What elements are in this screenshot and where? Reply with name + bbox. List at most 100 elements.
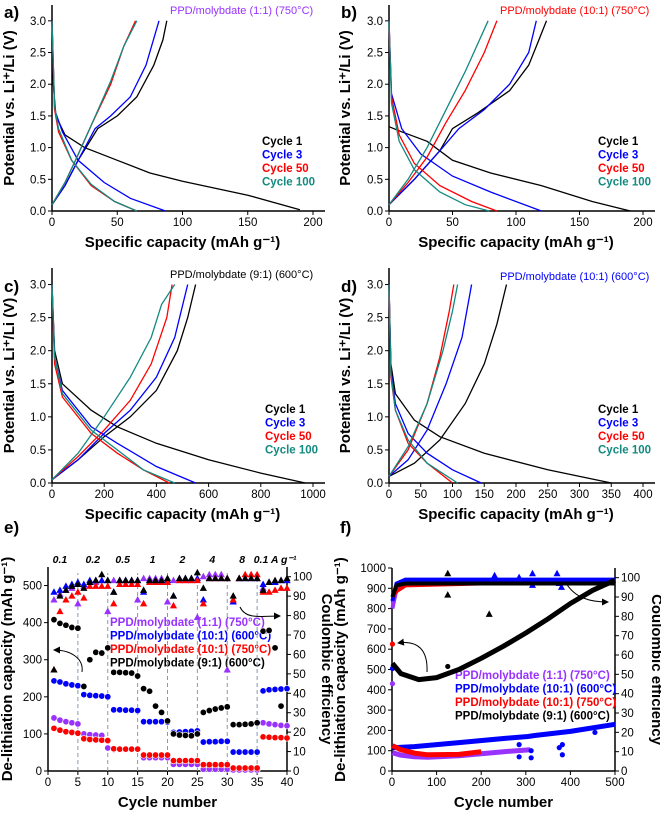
panel-d: d) PPD/molybdate (10:1) (600°C) 0 50 100 150 2… [337, 268, 655, 523]
capacity-point [247, 748, 255, 756]
charge-curve [388, 284, 473, 477]
ce-point [241, 574, 249, 582]
capacity-point [247, 720, 255, 728]
capacity-point [445, 663, 451, 670]
x-tick-label: 0 [389, 777, 395, 789]
capacity-point [158, 751, 166, 759]
charge-curve [51, 20, 138, 206]
capacity-point [181, 731, 189, 739]
x-tick-label: 400 [561, 777, 580, 789]
x-tick-label: 200 [472, 777, 491, 789]
y-right-tick-label: 100 [293, 572, 312, 584]
y-axis-title: Potential vs. Li⁺/Li (V) [337, 298, 354, 453]
capacity-point [241, 720, 249, 728]
ce-point [169, 592, 178, 599]
ce-point [163, 578, 172, 586]
ce-point [265, 578, 273, 586]
ce-point [175, 574, 184, 582]
ce-point [98, 576, 106, 584]
charge-curve [388, 20, 489, 206]
charge-curve [388, 20, 537, 206]
ce-point [62, 582, 70, 589]
capacity-point [152, 751, 160, 759]
ce-trace [390, 581, 482, 599]
capacity-point [68, 719, 76, 727]
y-axis-title: Potential vs. Li⁺/Li (V) [1, 30, 18, 185]
y-tick-label: 800 [367, 604, 386, 616]
x-tick-label: 35 [251, 777, 264, 789]
ce-point [140, 586, 148, 593]
capacity-point [62, 728, 70, 736]
capacity-point [62, 621, 70, 629]
legend-entry: Cycle 100 [262, 177, 315, 189]
capacity-point [592, 729, 598, 736]
x-tick-label: 100 [506, 217, 525, 229]
x-axis-title: Cycle number [454, 794, 553, 811]
x-tick-label: 5 [75, 777, 81, 789]
y-tick-label: 3.0 [30, 280, 46, 292]
y-right-tick-label: 50 [293, 669, 306, 681]
x-tick-label: 150 [570, 217, 589, 229]
panel-label: b) [341, 3, 357, 22]
capacity-point [283, 734, 291, 742]
capacity-point [128, 669, 136, 677]
y-tick-label: 400 [23, 618, 42, 630]
capacity-point [223, 737, 231, 745]
legend-entry: Cycle 50 [598, 163, 645, 175]
ce-point [92, 576, 100, 584]
ce-point [199, 572, 207, 580]
y-tick-label: 0 [380, 766, 386, 778]
capacity-point [134, 745, 142, 753]
capacity-point [235, 764, 243, 772]
capacity-point [241, 764, 249, 772]
ce-point [74, 588, 82, 595]
rate-label: 0.1 A g⁻¹ [254, 554, 297, 566]
capacity-point [187, 757, 195, 765]
capacity-point [211, 761, 219, 769]
ce-point [211, 574, 219, 582]
legend-entry: PPD/molybdate (9:1) (600°C) [110, 658, 265, 670]
ce-point [128, 576, 136, 584]
capacity-point [80, 691, 88, 699]
ce-point [271, 576, 279, 584]
capacity-point [68, 681, 76, 689]
ce-point [80, 584, 88, 591]
x-tick-label: 400 [633, 489, 652, 501]
x-tick-label: 0 [386, 489, 392, 501]
ce-point [229, 592, 237, 599]
rate-label: 1 [150, 554, 156, 566]
arrow-to-left-axis [397, 638, 428, 673]
capacity-point [50, 714, 58, 722]
discharge-curve [51, 284, 196, 484]
ce-point [528, 569, 536, 577]
y-tick-label: 2.0 [367, 79, 383, 91]
ce-point [145, 576, 154, 584]
ce-point [181, 574, 190, 582]
discharge-curve [388, 126, 631, 212]
ce-point [253, 574, 261, 582]
capacity-point [259, 719, 267, 727]
capacity-point [253, 764, 261, 772]
ce-point [134, 576, 142, 584]
capacity-point [211, 705, 219, 713]
x-tick-label: 50 [111, 217, 124, 229]
ce-point [50, 588, 58, 595]
ce-point [205, 570, 213, 578]
ce-point [259, 586, 267, 593]
discharge-curve [388, 284, 612, 484]
x-axis-title: Cycle number [118, 794, 217, 811]
capacity-point [50, 677, 58, 685]
capacity-point [80, 682, 88, 690]
charge-curve [388, 20, 498, 206]
x-tick-label: 300 [570, 489, 589, 501]
panel-label: f) [340, 518, 351, 537]
legend-entry: Cycle 1 [598, 136, 639, 148]
capacity-point [217, 704, 225, 712]
panel-label: a) [4, 3, 19, 22]
capacity-point [559, 752, 565, 758]
capacity-point [181, 757, 189, 765]
capacity-point [104, 644, 112, 652]
ce-point [116, 576, 124, 584]
capacity-point [50, 616, 58, 624]
